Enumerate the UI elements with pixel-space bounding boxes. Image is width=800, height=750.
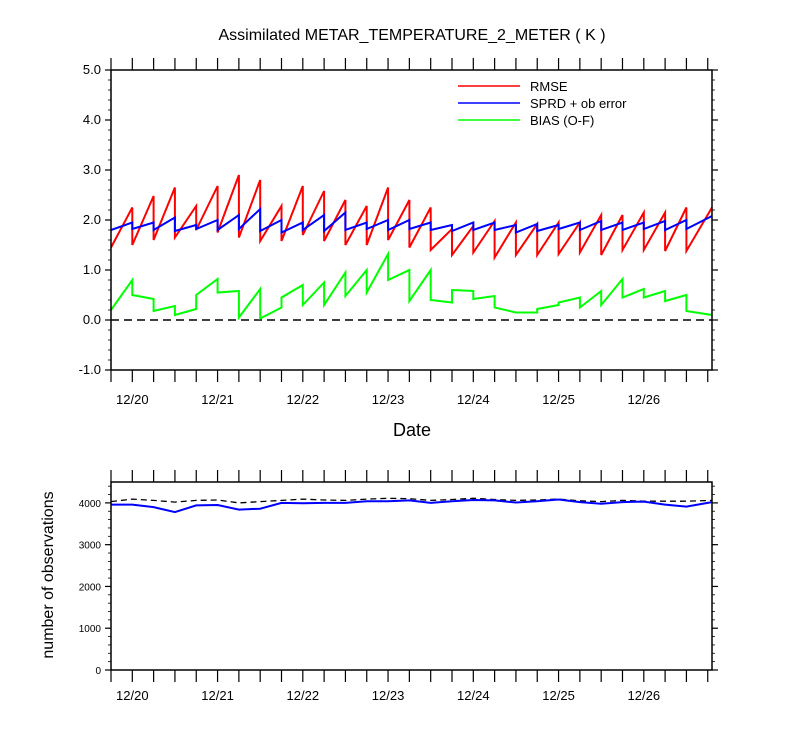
top-x-tick-label: 12/20 [116,392,149,407]
top-x-tick-label: 12/24 [457,392,490,407]
bottom-y-axis-label: number of observations [40,491,57,658]
bottom-y-tick-label: 1000 [79,624,102,635]
top-x-tick-label: 12/21 [201,392,234,407]
top-y-tick-label: -1.0 [79,362,101,377]
legend-rmse-label: RMSE [530,79,568,94]
top-y-tick-label: 1.0 [83,262,101,277]
bottom-x-tick-label: 12/24 [457,688,490,703]
top-x-tick-label: 12/26 [628,392,661,407]
bottom-x-tick-label: 12/22 [287,688,320,703]
legend-bias-o-f-label: BIAS (O-F) [530,113,594,128]
bottom-y-tick-label: 2000 [79,582,102,593]
top-x-tick-label: 12/23 [372,392,405,407]
bottom-x-tick-label: 12/25 [542,688,575,703]
top-sprd-ob-error-line [110,206,713,235]
bottom-x-tick-label: 12/26 [628,688,661,703]
chart-title: Assimilated METAR_TEMPERATURE_2_METER ( … [218,27,605,44]
bottom-x-tick-label: 12/23 [372,688,405,703]
bottom-x-tick-label: 12/20 [116,688,149,703]
bottom-x-tick-label: 12/21 [201,688,234,703]
bottom-series-2-line [111,498,713,514]
bottom-y-tick-label: 3000 [79,541,102,552]
bottom-y-tick-label: 4000 [79,499,102,510]
top-y-tick-label: 0.0 [83,312,101,327]
top-y-tick-label: 3.0 [83,162,101,177]
top-x-axis-label: Date [393,420,431,440]
top-x-tick-label: 12/22 [287,392,320,407]
top-y-tick-label: 5.0 [83,62,101,77]
bottom-ticks: 0 1000 2000 3000 4000 12/20 12/21 12/22 12/23 12/… [79,470,718,703]
bottom-plot-frame [110,481,713,671]
top-y-tick-label: 2.0 [83,212,101,227]
top-rmse-line [110,174,713,262]
bottom-y-tick-label: 0 [95,666,101,677]
top-legend: RMSE SPRD + ob error BIAS (O-F) [458,79,627,128]
top-ticks: -1.0 0.0 1.0 2.0 3.0 4.0 5.0 12/20 12/21 12/22 12/… [79,58,718,407]
top-x-tick-label: 12/25 [542,392,575,407]
top-plot-marks [110,174,713,321]
bottom-plot: 0 1000 2000 3000 4000 12/20 12/21 12/22 12/23 12/… [79,470,718,703]
legend-sprd-ob-error-label: SPRD + ob error [530,96,627,111]
top-y-tick-label: 4.0 [83,112,101,127]
top-plot: RMSE SPRD + ob error BIAS (O-F) -1.0 0.0 1.0… [79,58,718,407]
bottom-plot-marks [110,497,713,514]
top-bias-o-f-line [110,250,713,321]
